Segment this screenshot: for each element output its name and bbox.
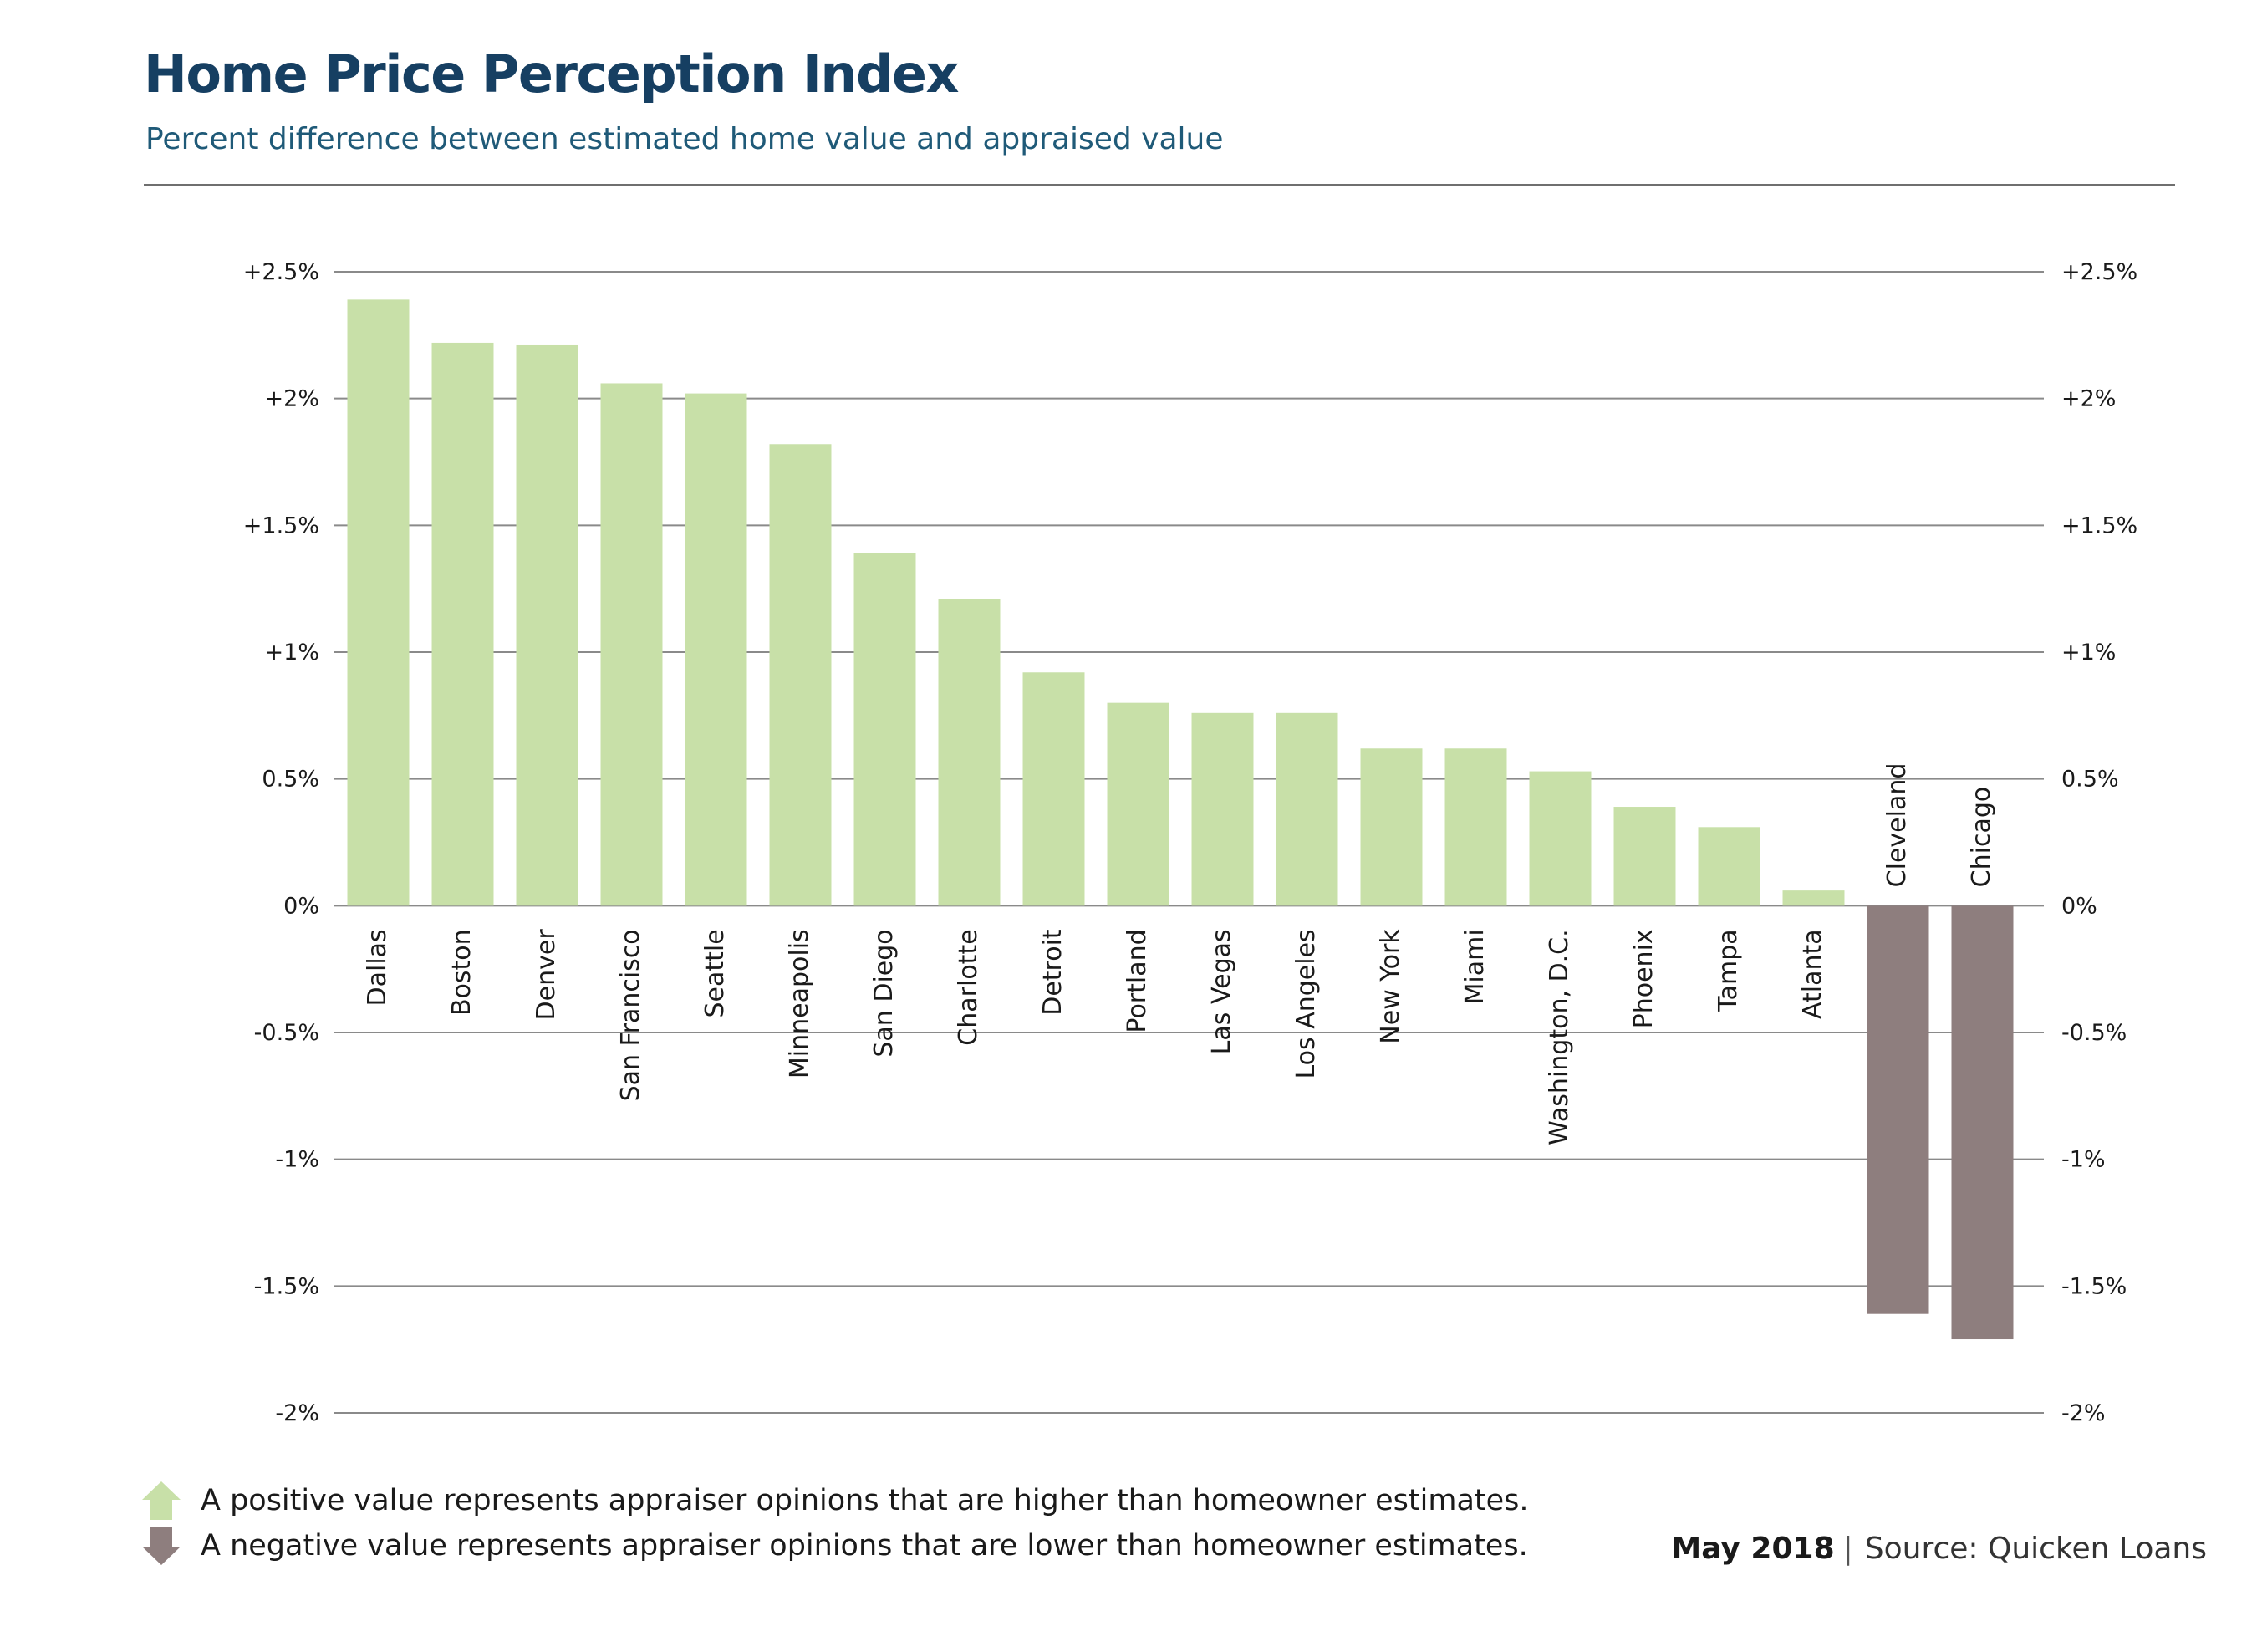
- gridlines: [334, 271, 2044, 1414]
- y-tick-label-right: 0.5%: [2061, 767, 2119, 793]
- y-tick-label-left: -2%: [275, 1400, 319, 1426]
- arrow-up-icon: [142, 1481, 181, 1520]
- y-axis-ticks: +2.5% +2.5% +2% +2% +1.5% +1.5% +1% +1% 0.5% 0.5%…: [243, 259, 2137, 1426]
- category-label: Boston: [447, 929, 476, 1016]
- y-tick-label-left: +1.5%: [243, 512, 319, 538]
- bar: [938, 599, 1001, 906]
- bar: [1698, 827, 1760, 906]
- category-label: New York: [1376, 929, 1405, 1044]
- category-label: San Diego: [869, 929, 899, 1057]
- bar: [1022, 672, 1085, 906]
- category-label: Portland: [1123, 929, 1152, 1032]
- bar: [1867, 905, 1929, 1314]
- bar: [1613, 807, 1676, 906]
- bar: [769, 444, 832, 906]
- chart-subtitle: Percent difference between estimated hom…: [145, 122, 1224, 156]
- y-tick-label-right: +2.5%: [2061, 259, 2137, 285]
- category-label: Minneapolis: [785, 929, 814, 1078]
- y-tick-label-left: -1%: [275, 1147, 319, 1173]
- y-tick-label-right: -2%: [2061, 1400, 2106, 1426]
- header-divider: [144, 184, 2175, 186]
- y-tick-label-left: +2.5%: [243, 259, 319, 285]
- y-tick-label-left: +2%: [265, 386, 319, 412]
- category-label: Phoenix: [1629, 929, 1658, 1028]
- category-label: Dallas: [363, 929, 392, 1006]
- category-label: Denver: [532, 929, 561, 1021]
- category-label: San Francisco: [616, 929, 645, 1101]
- bar: [1782, 890, 1845, 906]
- bar: [685, 393, 747, 906]
- y-tick-label-left: 0%: [283, 893, 319, 919]
- category-label: Washington, D.C.: [1545, 929, 1574, 1145]
- y-tick-label-left: -0.5%: [254, 1020, 319, 1046]
- category-label: Atlanta: [1798, 929, 1827, 1019]
- footer-date: May 2018: [1671, 1532, 1835, 1566]
- category-label: Tampa: [1714, 929, 1743, 1012]
- bar: [853, 553, 916, 906]
- bars: [347, 299, 2014, 1340]
- bar: [1107, 702, 1169, 906]
- bar: [1360, 748, 1423, 906]
- category-label: Detroit: [1038, 929, 1067, 1016]
- y-tick-label-right: +1%: [2061, 640, 2116, 665]
- bar: [1951, 905, 2014, 1340]
- category-label: Los Angeles: [1292, 929, 1321, 1078]
- footer-source: Source: Quicken Loans: [1864, 1532, 2207, 1566]
- footer: May 2018 | Source: Quicken Loans: [1671, 1532, 2207, 1566]
- chart-title: Home Price Perception Index: [144, 43, 959, 105]
- bar: [516, 344, 578, 906]
- arrow-down-icon: [142, 1527, 181, 1565]
- y-tick-label-left: 0.5%: [262, 767, 319, 793]
- y-tick-label-right: -0.5%: [2061, 1020, 2127, 1046]
- category-labels: Dallas Boston Denver San Francisco Seattle Mi…: [363, 763, 1996, 1145]
- bar: [1276, 712, 1338, 906]
- bar: [1444, 748, 1507, 906]
- category-label: Charlotte: [954, 929, 983, 1045]
- bar: [1191, 712, 1254, 906]
- legend-positive: A positive value represents appraiser op…: [140, 1480, 1529, 1522]
- category-label: Las Vegas: [1207, 929, 1236, 1054]
- y-tick-label-right: +1.5%: [2061, 512, 2137, 538]
- category-label: Cleveland: [1883, 763, 1912, 888]
- legend-positive-text: A positive value represents appraiser op…: [201, 1484, 1529, 1517]
- legend-negative-text: A negative value represents appraiser op…: [201, 1529, 1528, 1563]
- y-tick-label-right: +2%: [2061, 386, 2116, 412]
- y-tick-label-right: -1%: [2061, 1147, 2106, 1173]
- bar: [347, 299, 410, 906]
- y-tick-label-left: +1%: [265, 640, 319, 665]
- category-label: Seattle: [701, 929, 730, 1017]
- y-tick-label-left: -1.5%: [254, 1273, 319, 1299]
- legend-negative: A negative value represents appraiser op…: [140, 1525, 1528, 1567]
- bar: [1529, 771, 1592, 906]
- y-tick-label-right: 0%: [2061, 893, 2097, 919]
- y-tick-label-right: -1.5%: [2061, 1273, 2127, 1299]
- bar: [431, 342, 494, 906]
- category-label: Miami: [1460, 929, 1490, 1004]
- category-label: Chicago: [1967, 787, 1996, 888]
- footer-separator: |: [1842, 1532, 1853, 1566]
- bar: [600, 383, 663, 906]
